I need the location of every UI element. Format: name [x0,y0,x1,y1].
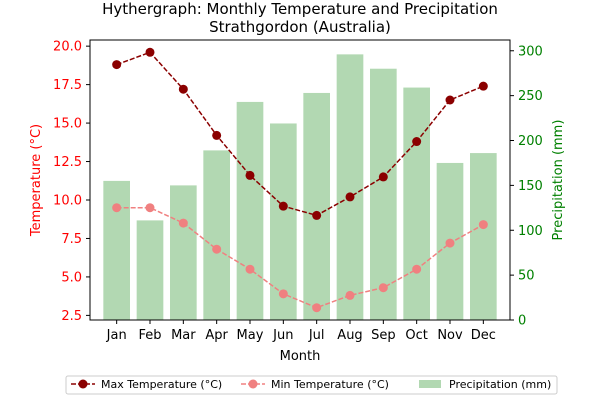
legend-precip-swatch [419,380,441,388]
min-temp-point [478,220,488,230]
precipitation-bar [103,180,130,320]
precipitation-bar [136,220,164,320]
x-tick-label: May [237,328,264,343]
min-temp-point [245,264,255,274]
max-temp-point [212,130,222,140]
y-left-tick-label: 10.0 [53,194,82,209]
chart-subtitle: Strathgordon (Australia) [209,18,391,36]
x-tick-label: Jan [106,328,127,343]
x-axis-label: Month [280,349,321,364]
precipitation-bar [336,54,364,320]
precipitation-bar [370,68,397,320]
x-tick-label: Jul [308,328,325,343]
precipitation-bar [170,185,197,320]
y-right-tick-label: 100 [518,224,543,239]
max-temp-point [445,95,455,105]
legend: Max Temperature (°C) Min Temperature (°C… [65,375,558,395]
x-tick-label: Dec [471,328,496,343]
max-temp-point [112,60,122,70]
x-tick-label: Sep [371,328,396,343]
y-right-tick-label: 50 [518,269,535,284]
x-tick-label: Oct [405,328,427,343]
y-left-tick-label: 15.0 [53,117,82,132]
min-temp-point [178,218,188,228]
min-temp-point [278,289,288,299]
max-temp-point [278,201,288,211]
x-tick-label: Aug [337,328,362,343]
min-temp-point [445,238,455,248]
max-temp-point [478,81,488,91]
precipitation-bar [403,87,430,320]
legend-min-label: Min Temperature (°C) [271,378,389,391]
max-temp-point [412,137,422,147]
min-temp-point [412,264,422,274]
min-temp-point [212,244,222,254]
y-left-tick-label: 2.5 [61,309,82,324]
precipitation-bar [203,150,230,320]
y-right-tick-label: 200 [518,134,543,149]
min-temp-point [378,283,388,293]
legend-max-label: Max Temperature (°C) [101,378,222,391]
x-tick-label: Feb [138,328,161,343]
min-temp-point [312,303,322,313]
max-temp-point [178,84,188,94]
y-left-tick-label: 12.5 [53,155,82,170]
legend-precip-label: Precipitation (mm) [449,378,551,391]
y-right-tick-label: 250 [518,89,543,104]
max-temp-point [245,170,255,180]
y-right-tick-label: 0 [518,314,526,329]
y-left-tick-label: 5.0 [61,270,82,285]
max-temp-point [378,172,388,182]
y-right-tick-label: 150 [518,179,543,194]
precipitation-bar [303,92,330,320]
x-tick-label: Mar [171,328,196,343]
legend-min-marker [248,379,258,389]
y-axis-left-label: Temperature (°C) [29,124,44,237]
y-axis-right-label: Precipitation (mm) [551,120,566,241]
y-left-tick-label: 20.0 [53,40,82,55]
min-temp-point [345,290,355,300]
min-temp-line [116,206,484,309]
chart-title: Hythergraph: Monthly Temperature and Pre… [102,0,498,18]
plot-frame [89,39,511,321]
max-temp-point [312,210,322,220]
precipitation-bar [470,153,497,320]
min-temp-point [112,203,122,213]
max-temp-point [345,192,355,202]
precipitation-bar [270,123,297,320]
y-left-tick-label: 7.5 [61,232,82,247]
x-tick-label: Nov [437,328,463,343]
max-temp-line [116,51,484,217]
x-tick-label: Apr [205,328,228,343]
x-tick-label: Jun [272,328,293,343]
min-temp-point [145,203,155,213]
max-temp-point [145,47,155,57]
precipitation-bar [236,101,264,320]
y-right-tick-label: 300 [518,44,543,59]
legend-max-marker [78,379,88,389]
y-left-tick-label: 17.5 [53,78,82,93]
